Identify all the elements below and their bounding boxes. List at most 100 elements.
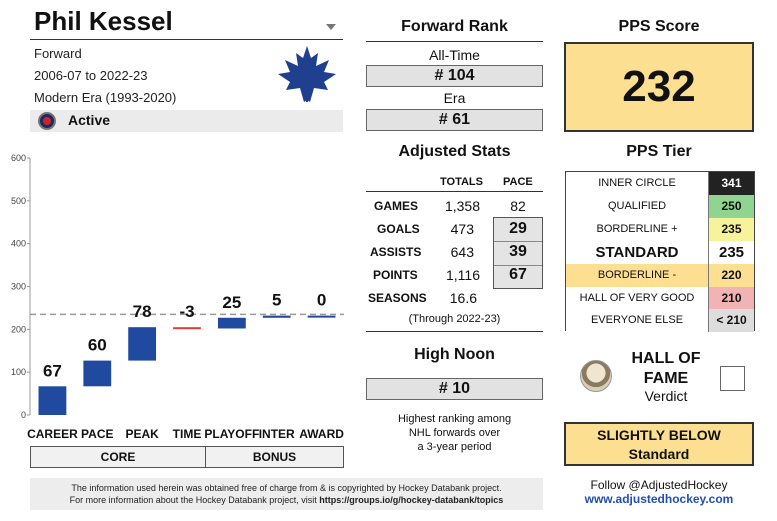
- y-tick-label: 400: [11, 239, 26, 249]
- bar-inter: [262, 315, 291, 318]
- bar-playoff: [217, 317, 246, 329]
- pace-separator: [494, 265, 542, 266]
- player-position: Forward: [34, 46, 82, 61]
- footer-line-2-prefix: For more information about the Hockey Da…: [69, 495, 320, 505]
- stat-label-games: GAMES: [374, 199, 419, 213]
- bar-value-label: 25: [222, 293, 241, 312]
- bar-value-label: 5: [272, 291, 281, 310]
- stat-total-assists: 643: [450, 244, 474, 260]
- tier-value: 210: [708, 287, 754, 310]
- all-time-label: All-Time: [429, 47, 480, 63]
- group-label-bonus: BONUS: [205, 446, 344, 468]
- stat-total-goals: 473: [450, 221, 474, 237]
- high-noon-title: High Noon: [414, 346, 495, 363]
- tier-row-qualified: QUALIFIED 250: [566, 195, 754, 218]
- era-rank: # 61: [366, 109, 543, 131]
- tier-row-inner-circle: INNER CIRCLE 341: [566, 172, 754, 195]
- hof-title-line-2: FAME: [643, 370, 689, 387]
- hof-title-line-1: HALL OF: [631, 350, 701, 367]
- stat-total-seasons: 16.6: [449, 290, 477, 306]
- tier-name: QUALIFIED: [607, 200, 667, 212]
- tier-name: EVERYONE ELSE: [590, 314, 684, 326]
- stats-through: (Through 2022-23): [408, 313, 501, 325]
- tier-name: INNER CIRCLE: [598, 177, 676, 189]
- high-noon-desc-3: a 3-year period: [417, 441, 492, 453]
- bar-value-label: 67: [43, 361, 62, 380]
- high-noon-desc-2: NHL forwards over: [408, 427, 501, 439]
- high-noon-desc-1: Highest ranking among: [397, 413, 512, 425]
- category-label: PLAYOFF: [204, 427, 259, 441]
- tier-name: STANDARD: [595, 244, 679, 261]
- category-label: TIME: [173, 427, 202, 441]
- verdict-label: Verdict: [644, 388, 688, 404]
- col-header-pace: PACE: [503, 176, 533, 188]
- tier-value: 220: [708, 264, 754, 287]
- stat-pace-points: 67: [509, 266, 527, 283]
- chevron-down-icon[interactable]: [326, 24, 336, 30]
- stat-label-seasons: SEASONS: [368, 291, 427, 305]
- tier-row-everyone-else: EVERYONE ELSE < 210: [566, 309, 754, 332]
- databank-link[interactable]: https://groups.io/g/hockey-databank/topi…: [319, 495, 504, 505]
- stat-label-assists: ASSISTS: [370, 245, 422, 259]
- footer-line-1: The information used herein was obtained…: [71, 483, 502, 493]
- forward-rank-title: Forward Rank: [401, 18, 508, 35]
- stat-pace-goals: 29: [509, 220, 527, 237]
- y-tick-label: 300: [11, 282, 26, 292]
- pace-separator: [494, 241, 542, 242]
- tier-row-standard: STANDARD 235: [566, 241, 754, 264]
- hall-of-fame-portrait-icon: [580, 360, 612, 392]
- bar-time: [173, 327, 201, 330]
- group-label-core: CORE: [30, 446, 206, 468]
- hof-verdict-checkbox[interactable]: [720, 366, 745, 391]
- status-bar: [30, 110, 343, 132]
- footer-notice: The information used herein was obtained…: [30, 478, 543, 510]
- all-time-rank: # 104: [366, 65, 543, 87]
- tier-value: < 210: [708, 309, 754, 332]
- y-tick-label: 0: [21, 410, 26, 420]
- tier-name: BORDERLINE -: [597, 269, 677, 281]
- era-label: Era: [443, 90, 466, 106]
- pace-highlight-box: [493, 217, 543, 289]
- hockey-hall-of-fame-icon: [38, 112, 56, 130]
- tier-row-hall-of-very-good: HALL OF VERY GOOD 210: [566, 287, 754, 310]
- stat-label-goals: GOALS: [377, 222, 420, 236]
- stat-total-games: 1,358: [444, 198, 480, 214]
- category-label: INTER: [259, 427, 295, 441]
- tier-value: 341: [708, 172, 754, 195]
- pps-score-value: 232: [564, 42, 754, 132]
- y-tick-label: 200: [11, 324, 26, 334]
- verdict-line-2: Standard: [628, 446, 690, 462]
- adjusted-stats-title: Adjusted Stats: [398, 143, 511, 160]
- y-tick-label: 600: [11, 153, 26, 163]
- category-label: PEAK: [125, 427, 159, 441]
- tier-name: BORDERLINE +: [596, 223, 678, 235]
- stats-divider: [366, 191, 543, 192]
- pps-tier-title: PPS Tier: [626, 143, 692, 160]
- tier-value: 235: [708, 218, 754, 241]
- player-status: Active: [68, 112, 111, 128]
- stat-total-points: 1,116: [446, 267, 480, 283]
- tier-row-borderline-plus: BORDERLINE + 235: [566, 218, 754, 241]
- y-tick-label: 100: [11, 367, 26, 377]
- tier-value: 235: [708, 241, 754, 264]
- rank-divider: [366, 41, 543, 42]
- maple-leaf-logo-icon: [278, 46, 336, 102]
- category-labels: CAREER PACE PEAK TIME PLAYOFF INTER AWARD: [27, 427, 344, 441]
- header-divider: [30, 39, 343, 40]
- tier-value: 250: [708, 195, 754, 218]
- verdict-result: SLIGHTLY BELOW Standard: [564, 422, 754, 466]
- bar-peak: [128, 327, 157, 361]
- hof-title: HALL OF FAME: [626, 349, 706, 389]
- bar-value-label: 0: [317, 291, 326, 310]
- player-era: Modern Era (1993-2020): [34, 90, 177, 105]
- stat-pace-games: 82: [510, 198, 526, 214]
- player-seasons: 2006-07 to 2022-23: [34, 68, 148, 83]
- website-link[interactable]: www.adjustedhockey.com: [584, 492, 734, 506]
- category-label: AWARD: [299, 427, 344, 441]
- stats-bottom-divider: [366, 331, 543, 332]
- high-noon-rank: # 10: [366, 378, 543, 400]
- verdict-line-1: SLIGHTLY BELOW: [597, 427, 721, 443]
- footer-line-2: For more information about the Hockey Da…: [30, 494, 543, 506]
- bars: 67 60 78 -3 25 5 0: [38, 291, 336, 415]
